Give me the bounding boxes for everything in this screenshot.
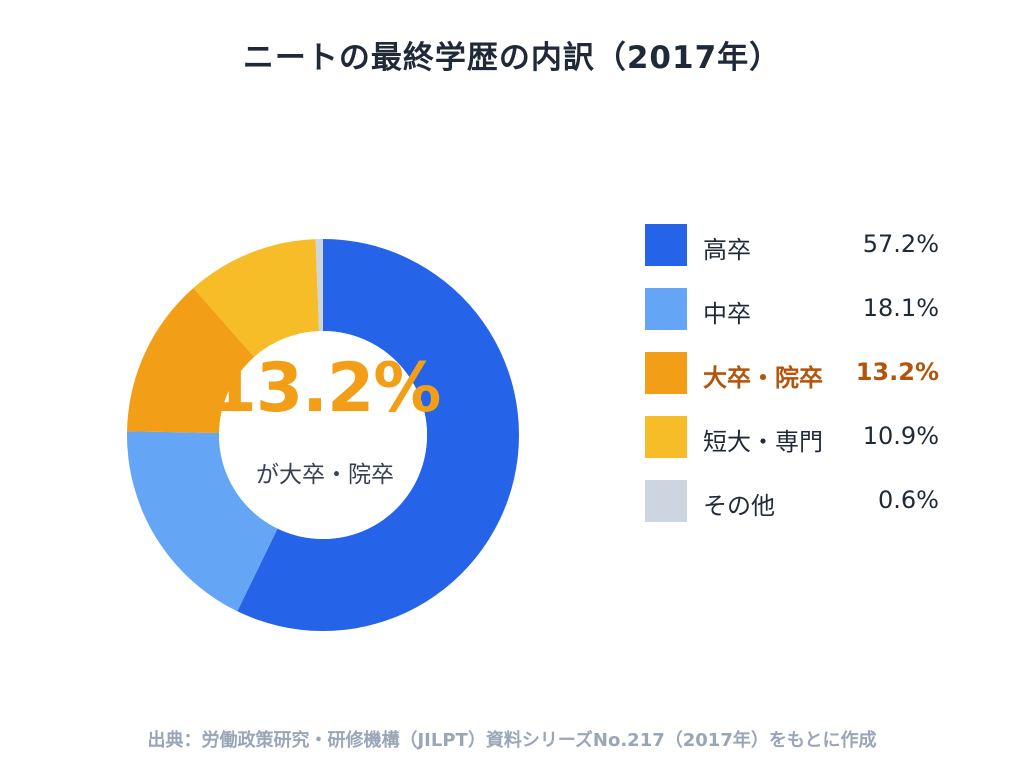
donut-slice-other	[315, 239, 323, 332]
legend-value: 0.6%	[878, 486, 939, 514]
center-highlight-value: 13.2%	[209, 349, 442, 428]
legend-label: 中卒	[703, 300, 751, 328]
legend-item-junior-college: 短大・専門 10.9%	[645, 416, 975, 458]
legend-item-junior-high: 中卒 18.1%	[645, 288, 975, 330]
chart-legend: 高卒 57.2% 中卒 18.1% 大卒・院卒 13.2% 短大・専門 10.9…	[645, 224, 975, 544]
legend-label: その他	[703, 492, 775, 520]
legend-swatch	[645, 416, 687, 458]
donut-slice-junior-high	[127, 431, 278, 612]
legend-label: 高卒	[703, 236, 751, 264]
chart-title: ニートの最終学歴の内訳（2017年）	[242, 40, 782, 76]
donut-hole	[219, 331, 427, 539]
legend-label: 短大・専門	[703, 428, 823, 456]
legend-label: 大卒・院卒	[703, 364, 823, 392]
legend-item-other: その他 0.6%	[645, 480, 975, 522]
legend-value: 13.2%	[855, 358, 939, 386]
donut-slice-junior-college	[193, 239, 320, 357]
donut-chart	[127, 239, 520, 631]
legend-swatch	[645, 480, 687, 522]
center-highlight-caption: が大卒・院卒	[256, 462, 394, 488]
legend-value: 18.1%	[862, 294, 939, 322]
legend-swatch	[645, 288, 687, 330]
donut-slice-high-school	[237, 239, 520, 631]
legend-value: 10.9%	[862, 422, 939, 450]
legend-swatch	[645, 352, 687, 394]
legend-item-university: 大卒・院卒 13.2%	[645, 352, 975, 394]
donut-slice-university	[127, 287, 255, 434]
legend-item-high-school: 高卒 57.2%	[645, 224, 975, 266]
source-note: 出典：労働政策研究・研修機構（JILPT）資料シリーズNo.217（2017年）…	[147, 730, 877, 751]
legend-value: 57.2%	[862, 230, 939, 258]
legend-swatch	[645, 224, 687, 266]
